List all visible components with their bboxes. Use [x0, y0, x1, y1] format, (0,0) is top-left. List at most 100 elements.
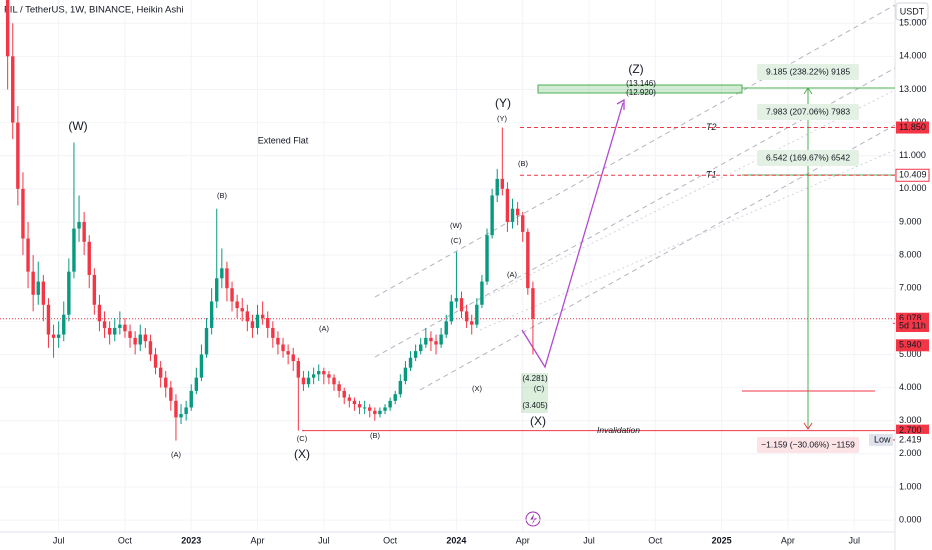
candle-body	[531, 288, 535, 319]
x-tick-label: Apr	[251, 535, 265, 545]
candle-body	[368, 407, 372, 411]
candle-body	[490, 195, 494, 236]
annotation: (A)	[507, 270, 518, 279]
candle-body	[378, 410, 382, 415]
x-tick-label: Jul	[53, 535, 65, 545]
currency[interactable]: USDT	[900, 6, 925, 16]
level-name: Invalidation	[597, 425, 640, 435]
candle-body	[123, 324, 127, 332]
low-box	[869, 433, 893, 446]
candle-body	[495, 178, 499, 196]
drawing	[479, 149, 896, 331]
y-tick-label: 15.000	[899, 18, 927, 28]
annotation: Extened Flat	[258, 135, 309, 145]
candle-body	[189, 390, 193, 408]
drawing	[803, 422, 813, 430]
y-tick-label: 2.000	[899, 448, 922, 458]
candle-body	[62, 314, 66, 335]
candle-body	[97, 304, 102, 322]
candle-body	[240, 308, 244, 312]
candle-body	[204, 327, 209, 355]
level-name: T2	[706, 122, 717, 132]
annotation: (B)	[217, 191, 228, 200]
candle-body	[113, 327, 117, 335]
annotation: 6.542 (169.67%) 6542	[766, 152, 850, 162]
y-tick-label: 5.000	[899, 349, 922, 359]
candle-body	[46, 304, 51, 335]
drawing	[521, 102, 624, 369]
annotation: 9.185 (238.22%) 9185	[766, 66, 850, 76]
candle-body	[266, 318, 270, 328]
y-tick-label: 0.000	[899, 514, 922, 524]
candle-body	[72, 228, 76, 272]
candle-body	[408, 357, 413, 368]
y-tick-label: 14.000	[899, 51, 927, 61]
y-tick-label: 11.000	[899, 150, 926, 160]
annotation: (B)	[518, 159, 529, 168]
candle-body	[281, 344, 285, 352]
candle-body	[5, 0, 10, 57]
candle-body	[255, 314, 260, 328]
chart-title: FIL / TetherUS, 1W, BINANCE, Heikin Ashi	[4, 5, 184, 16]
candle-body	[526, 231, 530, 289]
candle-body	[225, 268, 229, 289]
candle-body	[357, 404, 362, 408]
y-tick-label: 4.000	[899, 382, 922, 392]
price-label: 5.940	[899, 340, 922, 350]
candle-body	[470, 321, 474, 325]
candle-body	[107, 327, 112, 335]
candle-body	[373, 410, 377, 415]
x-tick-label: Jul	[848, 535, 860, 545]
y-tick-label: 8.000	[899, 249, 922, 259]
annotation: (3.405)	[522, 401, 548, 410]
measure-box	[757, 150, 859, 166]
target-zone	[521, 373, 548, 413]
annotation: (A)	[319, 324, 330, 333]
countdown: 5d 11h	[899, 320, 926, 330]
annotation: (W)	[450, 221, 463, 230]
candle-body	[317, 371, 321, 375]
candle-body	[480, 281, 484, 305]
measure-box	[757, 64, 859, 80]
y-tick-label: 1.000	[899, 481, 922, 491]
candle-body	[199, 354, 204, 378]
price-label: 11.850	[899, 122, 926, 132]
candle-body	[220, 268, 224, 279]
price-label-box	[896, 433, 929, 446]
x-tick-label: 2025	[712, 535, 732, 545]
annotation: (4.281)	[522, 374, 548, 383]
candle-body	[347, 397, 352, 401]
candle-body	[36, 281, 40, 295]
candle-body	[235, 301, 239, 309]
candle-body	[118, 324, 122, 328]
annotation: (B)	[370, 431, 381, 440]
countdown-box	[896, 320, 929, 332]
annotation: (C)	[451, 236, 462, 245]
candle-body	[245, 311, 250, 322]
candle-body	[393, 394, 397, 401]
candle-body	[41, 281, 46, 305]
y-tick-label: 3.000	[899, 415, 922, 425]
candle-body	[459, 298, 464, 312]
candle-body	[454, 298, 459, 302]
currency-box[interactable]	[895, 2, 929, 21]
candle-body	[31, 271, 35, 295]
candle-body	[133, 337, 137, 345]
candle-body	[413, 351, 418, 358]
candle-body	[143, 334, 148, 342]
candle-body	[16, 122, 20, 189]
price-label: 10.409	[899, 170, 927, 180]
event-icon[interactable]	[530, 514, 537, 524]
annotation: (X)	[294, 447, 310, 461]
candle-body	[306, 377, 311, 385]
candle-body	[184, 407, 188, 415]
candle-body	[327, 374, 331, 378]
target-zone	[537, 84, 743, 94]
x-tick-label: Oct	[383, 535, 398, 545]
x-tick-label: Apr	[516, 535, 530, 545]
candle-body	[449, 301, 454, 322]
candle-body	[250, 321, 255, 328]
price-label: 2.419	[899, 434, 922, 444]
annotation: (X)	[530, 414, 546, 428]
